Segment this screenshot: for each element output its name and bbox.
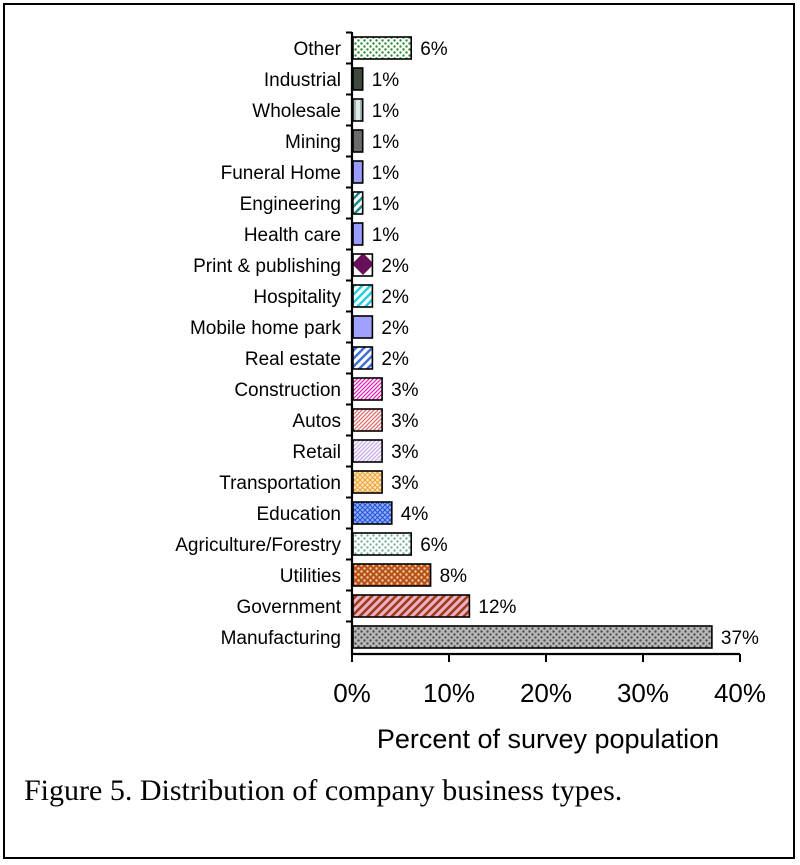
- category-label: Transportation: [219, 473, 341, 494]
- category-label: Engineering: [240, 194, 341, 215]
- axis-layer: Other Industrial Wholesale Mining Funeral Ho…: [175, 31, 766, 708]
- bar: [352, 439, 383, 463]
- bar: [352, 253, 374, 277]
- value-label: 1%: [372, 163, 400, 184]
- x-tick-label: 30%: [617, 678, 669, 708]
- x-tick-label: 10%: [423, 678, 475, 708]
- bar: [352, 563, 432, 587]
- figure-caption: Figure 5. Distribution of company busine…: [24, 774, 623, 807]
- category-label: Autos: [292, 411, 341, 432]
- value-label: 2%: [381, 287, 409, 308]
- value-label: 2%: [381, 256, 409, 277]
- bars-layer: 6% 1% 1% 1% 1% 1% 1% 2% 2% 2% 2% 3% 3% 3% 3% 4% 6% 8% 12% 3…: [352, 36, 759, 649]
- value-label: 4%: [401, 504, 429, 525]
- value-label: 12%: [478, 597, 516, 618]
- value-label: 8%: [440, 566, 468, 587]
- value-label: 3%: [391, 473, 419, 494]
- bar: [352, 191, 364, 215]
- bar: [352, 501, 393, 525]
- bar: [352, 160, 364, 184]
- category-label: Education: [256, 504, 341, 525]
- value-label: 2%: [381, 318, 409, 339]
- bar: [352, 377, 383, 401]
- value-label: 1%: [372, 70, 400, 91]
- bar: [352, 625, 713, 649]
- value-label: 6%: [420, 39, 448, 60]
- bar: [352, 408, 383, 432]
- category-label: Hospitality: [253, 287, 341, 308]
- bar: [352, 36, 413, 60]
- category-label: Utilities: [280, 566, 341, 587]
- value-label: 3%: [391, 380, 419, 401]
- value-label: 37%: [721, 628, 759, 649]
- x-tick-label: 0%: [333, 678, 371, 708]
- bar: [352, 594, 471, 618]
- category-label: Retail: [292, 442, 341, 463]
- value-label: 1%: [372, 194, 400, 215]
- category-label: Industrial: [264, 70, 341, 91]
- value-label: 3%: [391, 442, 419, 463]
- category-label: Other: [293, 39, 341, 60]
- value-label: 3%: [391, 411, 419, 432]
- category-label: Manufacturing: [221, 628, 341, 649]
- category-label: Mining: [285, 132, 341, 153]
- category-label: Health care: [244, 225, 341, 246]
- value-label: 1%: [372, 101, 400, 122]
- category-label: Wholesale: [252, 101, 341, 122]
- figure-frame: [3, 3, 795, 859]
- value-label: 6%: [420, 535, 448, 556]
- category-label: Print & publishing: [193, 256, 341, 277]
- category-label: Construction: [234, 380, 341, 401]
- category-label: Government: [236, 597, 341, 618]
- bar: [352, 98, 364, 122]
- x-tick-label: 20%: [520, 678, 572, 708]
- category-label: Real estate: [245, 349, 341, 370]
- bar: [352, 222, 364, 246]
- value-label: 1%: [372, 132, 400, 153]
- category-label: Agriculture/Forestry: [175, 535, 341, 556]
- bar: [352, 346, 374, 370]
- category-label: Funeral Home: [221, 163, 341, 184]
- value-label: 2%: [381, 349, 409, 370]
- bar: [352, 532, 413, 556]
- x-axis-title: Percent of survey population: [377, 724, 719, 754]
- x-tick-label: 40%: [714, 678, 766, 708]
- value-label: 1%: [372, 225, 400, 246]
- bar: [352, 284, 374, 308]
- bar: [352, 315, 374, 339]
- bar: [352, 67, 364, 91]
- category-label: Mobile home park: [190, 318, 342, 339]
- bar: [352, 470, 383, 494]
- bar: [352, 129, 364, 153]
